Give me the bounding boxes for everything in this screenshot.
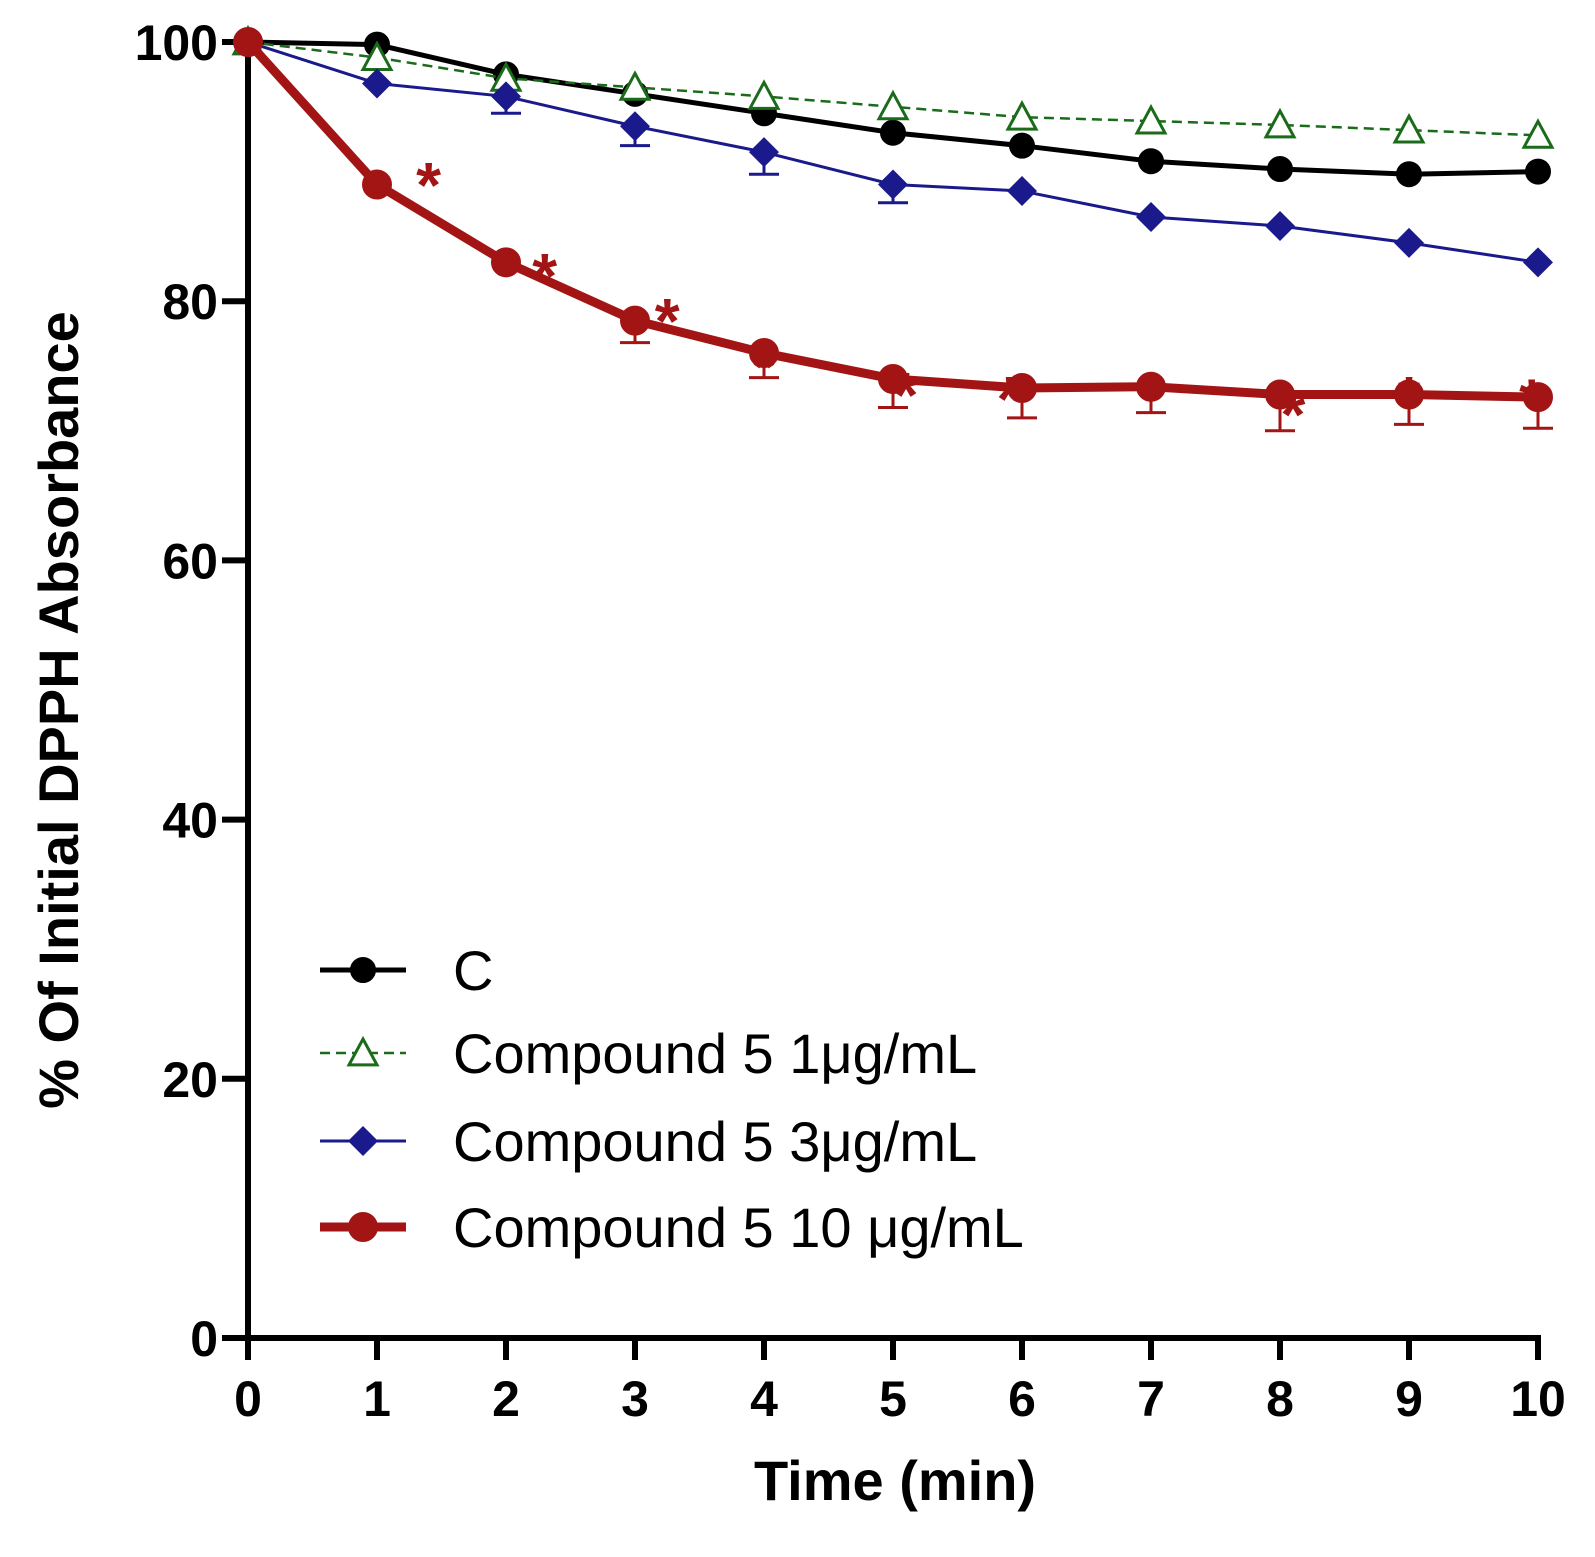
data-point <box>1263 107 1297 139</box>
data-point <box>1392 112 1426 144</box>
significance-star: * <box>532 240 557 312</box>
significance-star: * <box>893 359 918 431</box>
data-point <box>1394 379 1424 410</box>
data-point <box>1134 103 1168 135</box>
y-axis-title: % Of Initial DPPH Absorbance <box>27 311 90 1109</box>
legend-item: C <box>320 939 493 1002</box>
data-point <box>747 79 781 110</box>
x-tick-label: 6 <box>1008 1371 1036 1427</box>
y-tick-label: 60 <box>162 533 218 589</box>
data-point <box>878 363 908 394</box>
legend-item: Compound 5 1μg/mL <box>320 1022 977 1085</box>
y-tick-label: 20 <box>162 1052 218 1108</box>
significance-star: * <box>1280 379 1305 451</box>
significance-star: * <box>752 331 777 403</box>
legend-label: Compound 5 10 μg/mL <box>453 1196 1024 1259</box>
x-tick-label: 1 <box>363 1371 391 1427</box>
x-axis-title: Time (min) <box>754 1449 1036 1512</box>
legend-label: Compound 5 3μg/mL <box>453 1110 977 1173</box>
data-point <box>491 81 521 112</box>
data-point <box>620 305 650 336</box>
data-point <box>749 137 779 168</box>
data-point <box>1523 382 1553 413</box>
data-point <box>876 89 910 121</box>
data-point <box>880 119 906 146</box>
data-point <box>1396 161 1422 188</box>
legend-swatch-marker <box>348 1212 378 1242</box>
significance-star: * <box>1519 366 1544 438</box>
significance-star: * <box>1139 363 1164 435</box>
y-tick-label: 0 <box>190 1311 218 1367</box>
legend-swatch-marker <box>350 957 376 983</box>
data-point <box>620 111 650 142</box>
x-tick-label: 0 <box>234 1371 262 1427</box>
legend-item: Compound 5 3μg/mL <box>320 1110 977 1173</box>
data-point <box>749 338 779 369</box>
data-point <box>1521 118 1555 149</box>
data-point <box>1007 373 1037 404</box>
legend: C Compound 5 1μg/mL Compound 5 3μg/mL Compo… <box>320 939 1024 1259</box>
x-tick-label: 4 <box>750 1371 778 1427</box>
series-3 <box>233 27 1553 433</box>
data-point <box>1005 100 1039 131</box>
significance-star: * <box>655 285 680 357</box>
x-tick-label: 7 <box>1137 1371 1165 1427</box>
data-point <box>233 27 263 57</box>
x-tick-label: 2 <box>492 1371 520 1427</box>
y-tick-label: 100 <box>135 15 218 71</box>
legend-item: Compound 5 10 μg/mL <box>320 1196 1024 1259</box>
data-point <box>1138 148 1164 175</box>
y-tick-label: 80 <box>162 274 218 330</box>
significance-star: * <box>997 363 1022 435</box>
legend-swatch-marker <box>348 1126 378 1156</box>
data-point <box>618 70 652 101</box>
x-tick-label: 3 <box>621 1371 649 1427</box>
data-point <box>1267 156 1293 183</box>
data-point <box>362 169 392 200</box>
x-tick-label: 8 <box>1266 1371 1294 1427</box>
significance-star: * <box>416 149 441 221</box>
series-group <box>231 24 1555 433</box>
significance-star: * <box>1397 363 1422 435</box>
x-tick-label: 9 <box>1395 1371 1423 1427</box>
legend-label: C <box>453 939 493 1002</box>
data-point <box>1136 371 1166 402</box>
data-point <box>1265 211 1295 242</box>
series-2 <box>233 27 1553 278</box>
data-point <box>1007 176 1037 207</box>
data-point <box>1136 201 1166 232</box>
data-point <box>1009 132 1035 159</box>
legend-swatch-marker <box>346 1035 380 1067</box>
series-line <box>247 40 1539 264</box>
data-point <box>1394 227 1424 258</box>
legend-label: Compound 5 1μg/mL <box>453 1022 977 1085</box>
data-point <box>491 247 521 278</box>
data-point <box>1265 379 1295 410</box>
series-1 <box>231 24 1555 149</box>
data-point <box>362 68 392 99</box>
y-tick-label: 40 <box>162 793 218 849</box>
x-tick-label: 10 <box>1510 1371 1566 1427</box>
x-tick-label: 5 <box>879 1371 907 1427</box>
data-point <box>878 169 908 200</box>
significance-annotations: * * * * * * * * * * <box>416 149 1544 450</box>
data-point <box>1523 247 1553 278</box>
data-point <box>1525 158 1551 185</box>
